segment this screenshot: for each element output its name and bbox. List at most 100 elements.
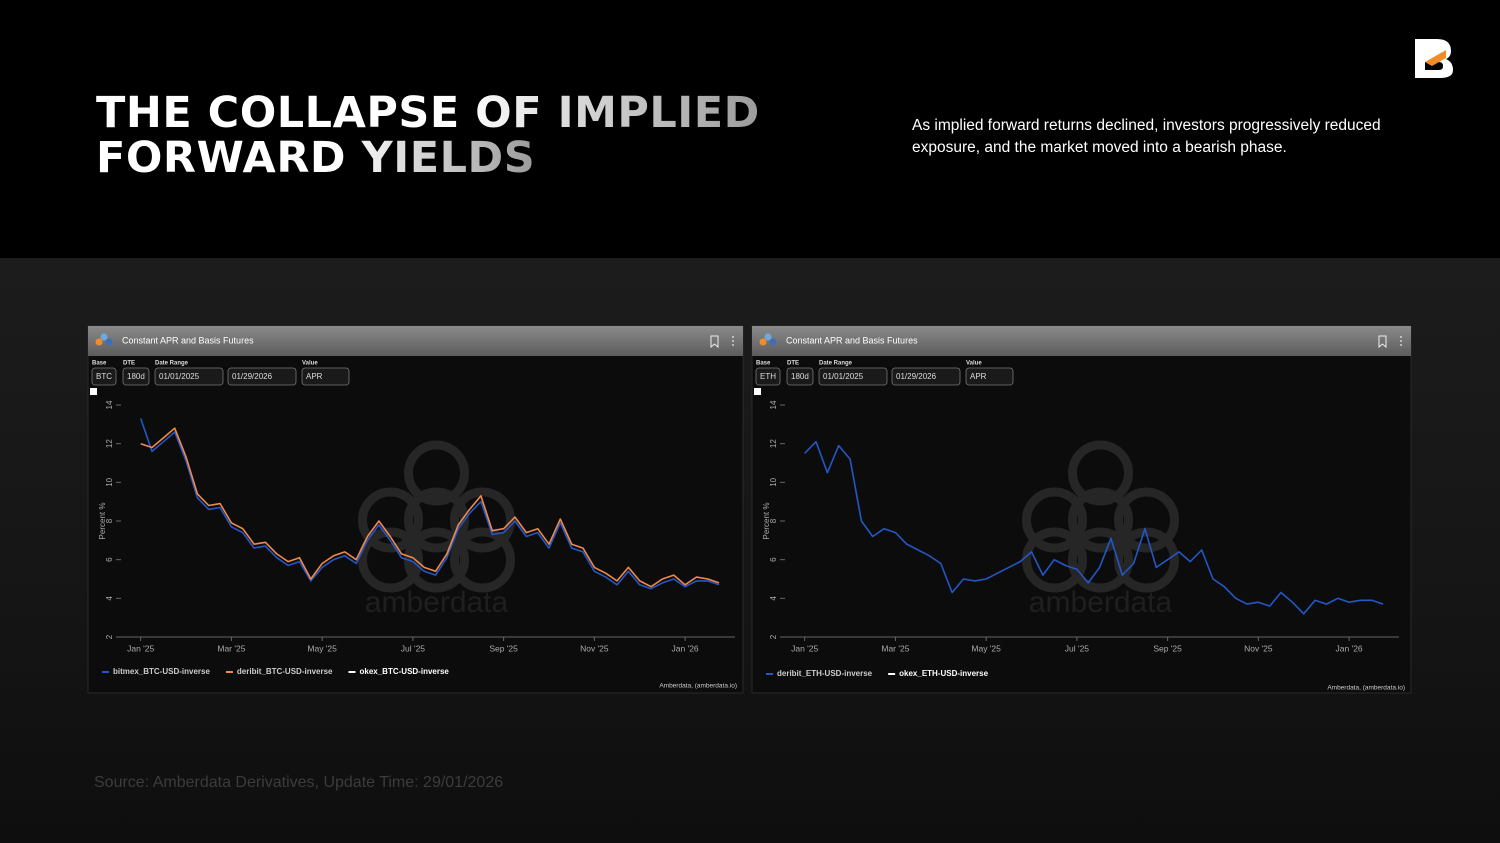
panel-header xyxy=(752,326,1411,356)
chart-panel: Constant APR and Basis Futures Base BTC DTE… xyxy=(87,325,744,694)
watermark: amberdata xyxy=(1029,586,1173,619)
y-tick-label: 14 xyxy=(769,400,778,409)
x-tick-label: Nov '25 xyxy=(1244,643,1273,653)
title-line: THE COLLAPSE OF IMPLIED xyxy=(96,88,760,138)
control-value: 01/29/2026 xyxy=(232,372,273,381)
source-note: Source: Amberdata Derivatives, Update Ti… xyxy=(94,774,504,791)
legend-label: deribit_BTC-USD-inverse xyxy=(237,667,333,676)
watermark: amberdata xyxy=(365,586,509,619)
menu-dot xyxy=(732,344,734,346)
legend-label: okex_ETH-USD-inverse xyxy=(899,669,988,678)
control-value: 01/01/2025 xyxy=(823,372,864,381)
brand-logo xyxy=(1415,39,1453,78)
control-label: DTE xyxy=(123,361,135,367)
bookmark-icon xyxy=(1378,335,1387,349)
panel-icon xyxy=(769,338,777,346)
y-tick-label: 14 xyxy=(105,400,114,409)
control-box xyxy=(91,367,117,386)
control-label: DTE xyxy=(787,361,799,367)
y-tick-label: 12 xyxy=(105,439,114,448)
panel-marker xyxy=(754,388,761,395)
credit: Amberdata, (amberdata.io) xyxy=(1327,685,1405,692)
watermark-ring xyxy=(1022,487,1087,553)
menu-dot xyxy=(732,340,734,342)
y-tick-label: 6 xyxy=(769,557,778,562)
control-box xyxy=(755,367,781,386)
x-tick-label: May '25 xyxy=(307,643,337,653)
watermark-ring xyxy=(358,487,423,553)
panel-header xyxy=(88,326,743,356)
control-label: Date Range xyxy=(155,361,189,367)
control-label: Base xyxy=(92,361,107,367)
legend-label: bitmex_BTC-USD-inverse xyxy=(113,667,210,676)
control-label: Date Range xyxy=(819,361,853,367)
y-tick-label: 10 xyxy=(769,477,778,486)
x-tick-label: Jul '25 xyxy=(401,643,426,653)
control-box xyxy=(301,367,350,386)
control-box xyxy=(122,367,150,386)
control-box xyxy=(818,367,888,386)
x-tick-label: Nov '25 xyxy=(580,643,609,653)
x-tick-label: Jul '25 xyxy=(1065,643,1090,653)
menu-dot xyxy=(1400,344,1402,346)
y-tick-label: 8 xyxy=(769,518,778,523)
series-line xyxy=(804,440,1384,615)
panel-icon xyxy=(105,338,113,346)
y-tick-label: 4 xyxy=(769,596,778,601)
y-tick-label: 2 xyxy=(105,634,114,639)
watermark-ring xyxy=(1068,527,1133,593)
y-tick-label: 4 xyxy=(105,596,114,601)
chart-panel: Constant APR and Basis Futures Base ETH DTE… xyxy=(751,325,1412,694)
legend-label: okex_BTC-USD-inverse xyxy=(360,667,450,676)
header-band xyxy=(0,0,1500,258)
y-axis-label: Percent % xyxy=(762,503,771,540)
x-tick-label: Mar '25 xyxy=(881,643,909,653)
control-box xyxy=(227,367,297,386)
bookmark-icon xyxy=(710,335,719,349)
control-label: Value xyxy=(302,361,318,367)
x-tick-label: May '25 xyxy=(971,643,1001,653)
description: As implied forward returns declined, inv… xyxy=(912,117,1381,156)
control-value: 01/01/2025 xyxy=(159,372,200,381)
menu-dot xyxy=(732,336,734,338)
watermark-ring xyxy=(450,487,515,553)
panel-icon xyxy=(759,338,767,346)
y-tick-label: 8 xyxy=(105,518,114,523)
watermark-ring xyxy=(450,527,515,593)
control-value: 180d xyxy=(791,372,809,381)
control-value: 01/29/2026 xyxy=(896,372,937,381)
control-box xyxy=(965,367,1014,386)
y-axis-label: Percent % xyxy=(98,503,107,540)
x-tick-label: Jan '26 xyxy=(672,643,699,653)
watermark-ring xyxy=(1068,487,1133,553)
y-tick-label: 2 xyxy=(769,634,778,639)
series-line xyxy=(140,427,720,588)
panel-icon xyxy=(95,338,103,346)
watermark-ring xyxy=(1114,487,1179,553)
control-box xyxy=(154,367,224,386)
control-label: Value xyxy=(966,361,982,367)
panel-icon xyxy=(100,333,108,341)
x-tick-label: Jan '25 xyxy=(791,643,818,653)
control-value: APR xyxy=(306,372,323,381)
panel-title: Constant APR and Basis Futures xyxy=(122,335,254,345)
control-box xyxy=(891,367,961,386)
x-tick-label: Sep '25 xyxy=(1153,643,1182,653)
menu-dot xyxy=(1400,336,1402,338)
watermark-ring xyxy=(1022,527,1087,593)
watermark-ring xyxy=(1068,440,1133,506)
control-value: APR xyxy=(970,372,987,381)
control-label: Base xyxy=(756,361,771,367)
legend-label: deribit_ETH-USD-inverse xyxy=(777,669,873,678)
panel-icon xyxy=(764,333,772,341)
control-value: 180d xyxy=(127,372,145,381)
control-value: BTC xyxy=(96,372,112,381)
y-tick-label: 12 xyxy=(769,439,778,448)
x-tick-label: Jan '26 xyxy=(1336,643,1363,653)
control-box xyxy=(786,367,814,386)
credit: Amberdata, (amberdata.io) xyxy=(659,683,737,690)
title-line: FORWARD YIELDS xyxy=(96,133,536,183)
x-tick-label: Jan '25 xyxy=(127,643,154,653)
